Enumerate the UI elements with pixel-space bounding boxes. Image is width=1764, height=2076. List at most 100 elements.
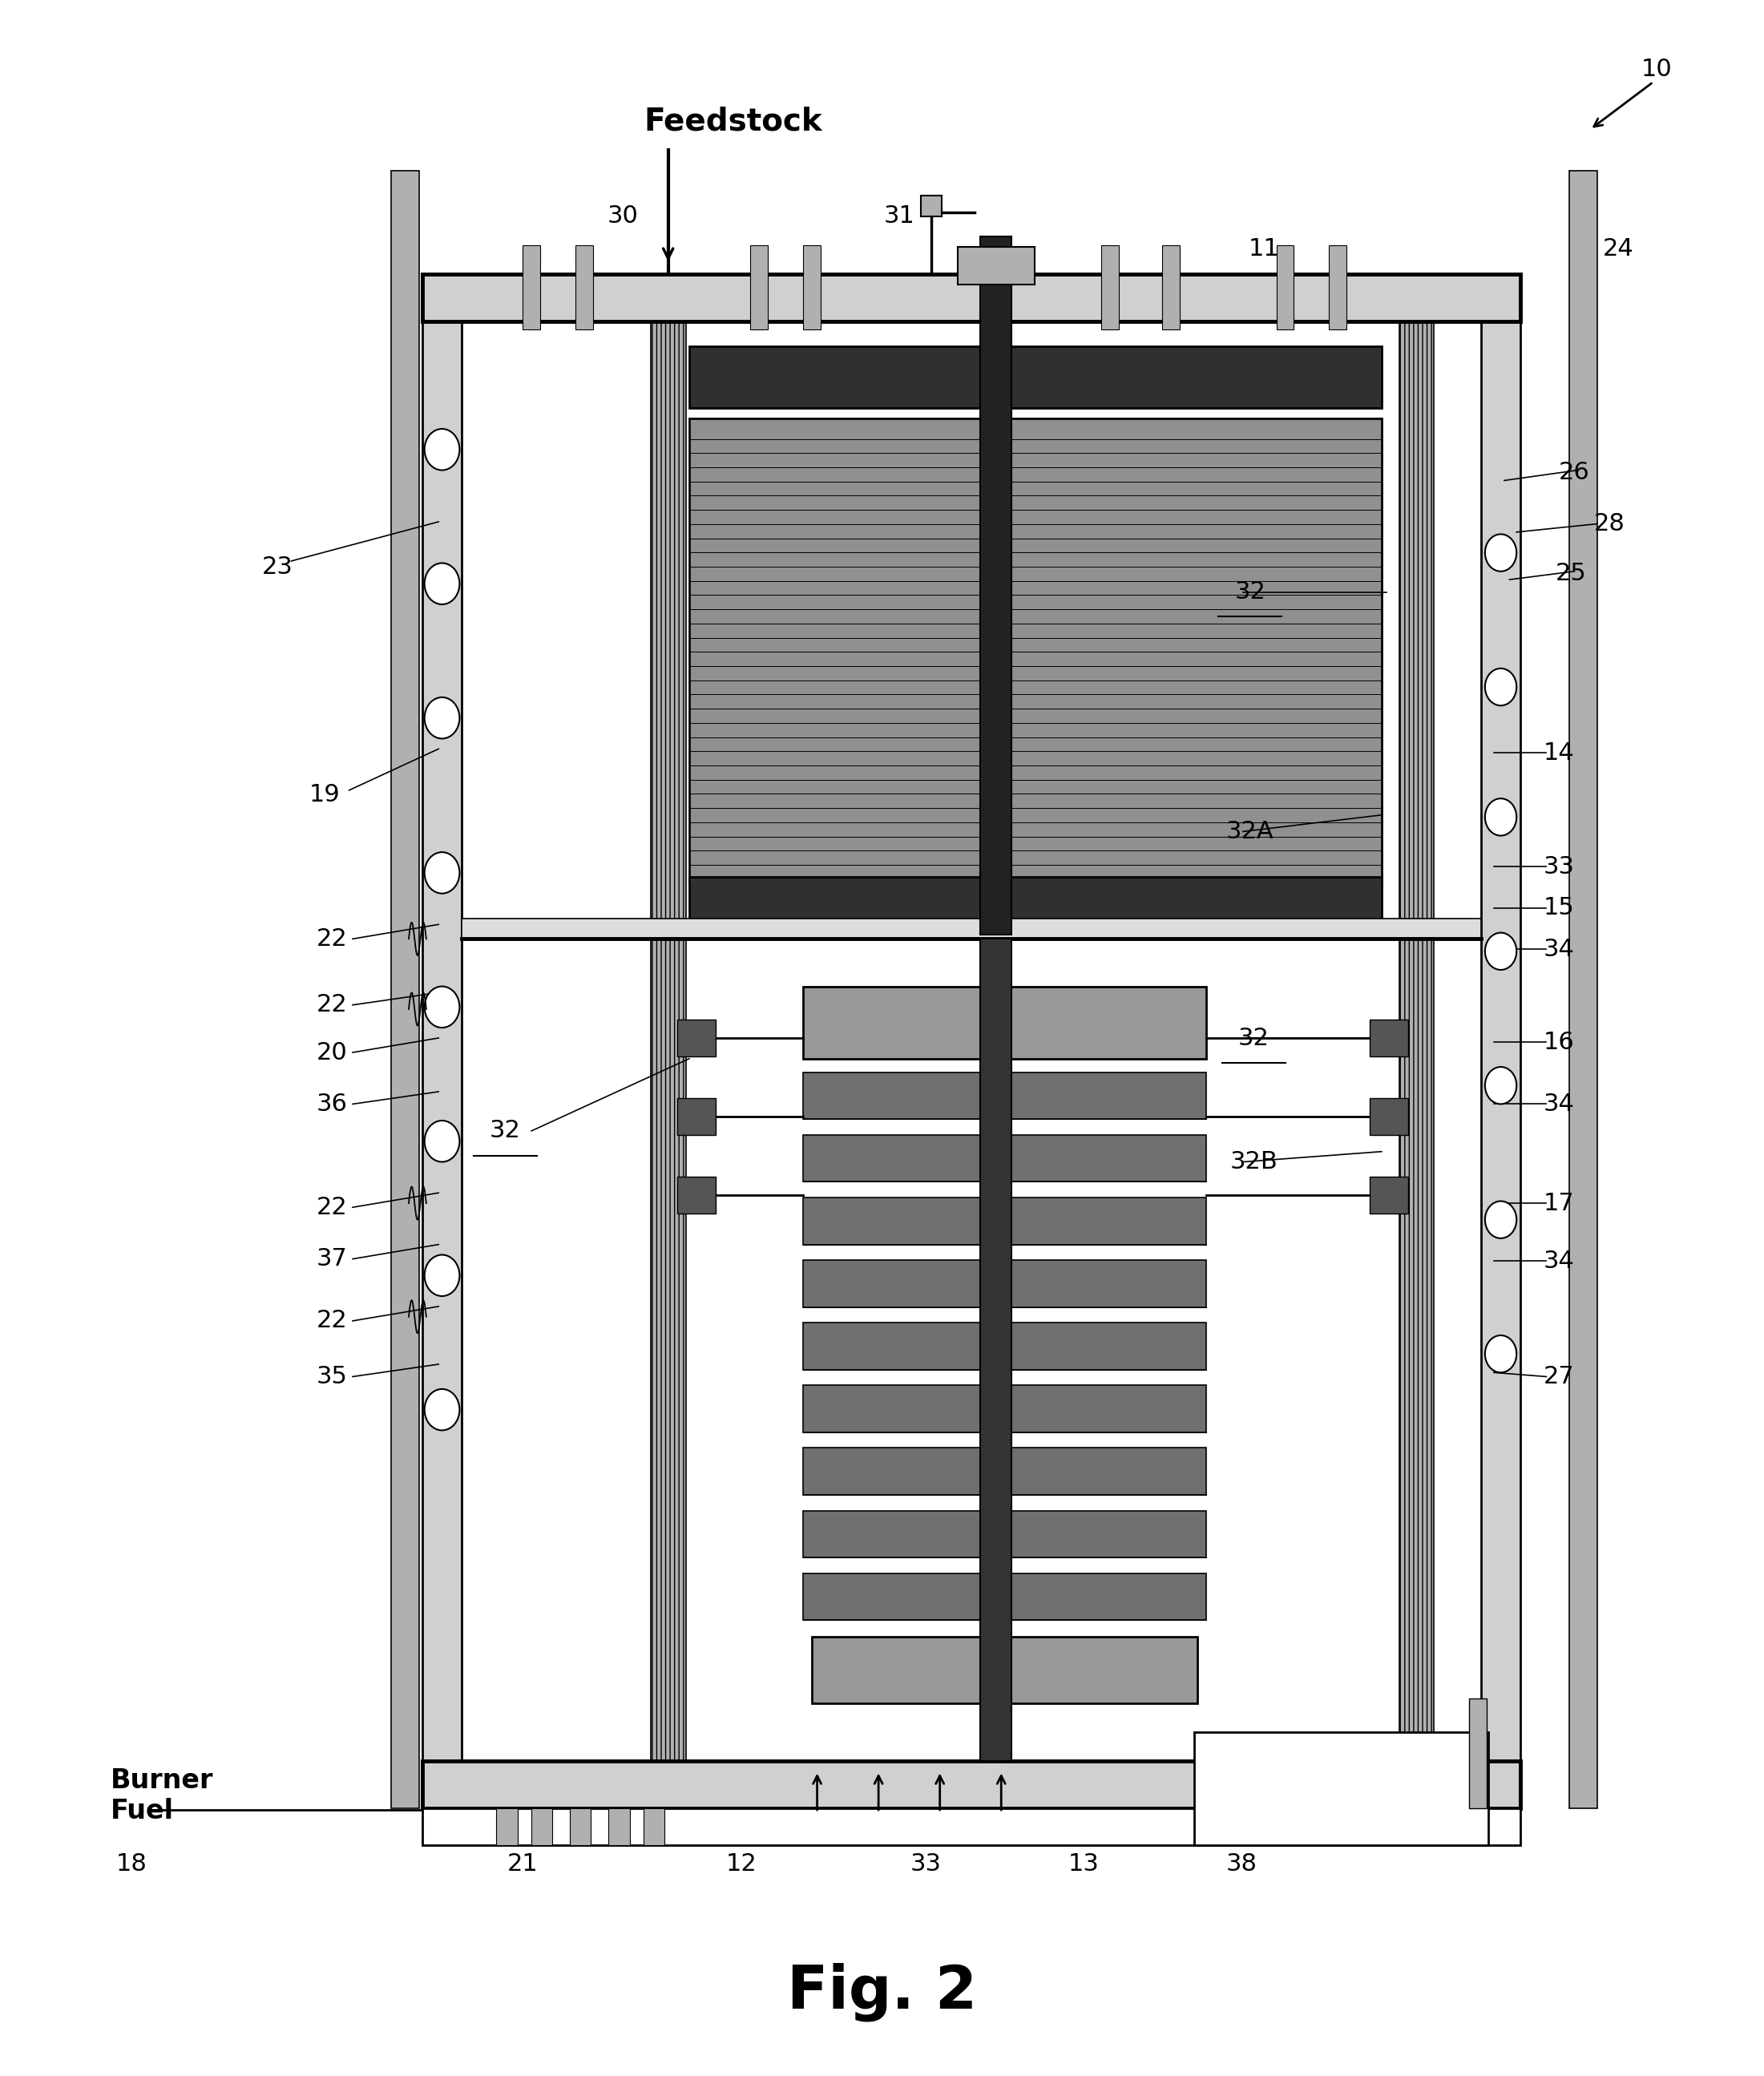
Bar (811, 1636, 1198, 1702)
Bar (677, 1019, 716, 1057)
Circle shape (1485, 799, 1517, 837)
Bar (803, 1574, 1207, 1619)
Bar (690, 876, 1381, 934)
Text: 18: 18 (116, 1852, 148, 1875)
Bar (609, 1808, 630, 1846)
Bar (1328, 245, 1346, 330)
Text: 23: 23 (261, 556, 293, 579)
Bar (1369, 1098, 1408, 1136)
Text: 10: 10 (1641, 58, 1672, 81)
Text: 32: 32 (1238, 1026, 1268, 1050)
Text: 13: 13 (1067, 1852, 1099, 1875)
Bar (1162, 245, 1180, 330)
Bar (803, 1198, 1207, 1244)
Bar (750, 245, 767, 330)
Text: Burner
Fuel: Burner Fuel (111, 1767, 213, 1825)
Text: 36: 36 (316, 1092, 348, 1115)
Text: 22: 22 (316, 1310, 348, 1333)
Text: 14: 14 (1544, 741, 1573, 764)
Bar (1469, 1698, 1487, 1808)
Text: 37: 37 (316, 1248, 348, 1271)
Bar (803, 1511, 1207, 1557)
Text: 25: 25 (1556, 563, 1586, 585)
Circle shape (1485, 534, 1517, 571)
Bar (423, 274, 1521, 322)
Bar (522, 245, 540, 330)
Text: 11: 11 (1249, 237, 1279, 262)
Text: 22: 22 (316, 1196, 348, 1219)
Text: 26: 26 (1559, 461, 1589, 484)
Bar (981, 237, 1013, 934)
Text: 27: 27 (1544, 1366, 1573, 1389)
Circle shape (1485, 1067, 1517, 1104)
Text: 24: 24 (1603, 237, 1633, 262)
Circle shape (425, 851, 460, 893)
Bar (1482, 322, 1521, 1760)
Text: Feedstock: Feedstock (644, 106, 822, 137)
Bar (644, 1808, 665, 1846)
Bar (496, 1808, 517, 1846)
Bar (1194, 1731, 1489, 1846)
Text: 32: 32 (1235, 581, 1267, 604)
Circle shape (425, 986, 460, 1028)
Bar (803, 1136, 1207, 1181)
Bar (1399, 322, 1434, 1760)
Text: 33: 33 (910, 1852, 942, 1875)
Text: 16: 16 (1544, 1030, 1573, 1055)
Text: 22: 22 (316, 928, 348, 951)
Text: 34: 34 (1544, 1092, 1573, 1115)
Text: 32A: 32A (1226, 820, 1274, 843)
Circle shape (425, 430, 460, 469)
Bar (1369, 1177, 1408, 1214)
Bar (690, 419, 1381, 882)
Text: 12: 12 (727, 1852, 757, 1875)
Bar (1369, 1019, 1408, 1057)
Text: 38: 38 (1226, 1852, 1258, 1875)
Bar (803, 1071, 1207, 1119)
Bar (423, 1808, 1521, 1846)
Bar (423, 1760, 1521, 1808)
Text: 34: 34 (1544, 938, 1573, 961)
Circle shape (425, 1389, 460, 1430)
Text: 21: 21 (506, 1852, 538, 1875)
Circle shape (425, 1121, 460, 1163)
Bar (803, 986, 1207, 1059)
Bar (677, 1098, 716, 1136)
Text: Fig. 2: Fig. 2 (787, 1962, 977, 2022)
Text: 34: 34 (1544, 1250, 1573, 1273)
Circle shape (425, 698, 460, 739)
Bar (1277, 245, 1295, 330)
Bar (423, 322, 462, 1760)
Bar (690, 347, 1381, 409)
Bar (570, 1808, 591, 1846)
Bar (651, 322, 686, 1760)
Bar (677, 1177, 716, 1214)
Bar (392, 170, 420, 1808)
Bar (803, 245, 820, 330)
Text: 32: 32 (490, 1119, 520, 1142)
Text: 33: 33 (1544, 855, 1573, 878)
Bar (575, 245, 593, 330)
Text: 15: 15 (1544, 897, 1573, 920)
Bar (921, 195, 942, 216)
Circle shape (1485, 668, 1517, 706)
Circle shape (425, 563, 460, 604)
Circle shape (1485, 1335, 1517, 1372)
Text: 32B: 32B (1230, 1150, 1277, 1173)
Circle shape (425, 1254, 460, 1295)
Bar (981, 938, 1013, 1760)
Bar (1570, 170, 1596, 1808)
Text: 28: 28 (1595, 513, 1625, 536)
Text: 35: 35 (316, 1366, 348, 1389)
Text: 30: 30 (607, 206, 639, 228)
Circle shape (1485, 932, 1517, 969)
Bar (1101, 245, 1118, 330)
Bar (803, 1447, 1207, 1495)
Text: 20: 20 (316, 1040, 348, 1065)
Text: 17: 17 (1544, 1192, 1573, 1214)
Text: 31: 31 (884, 206, 916, 228)
Bar (958, 247, 1034, 284)
Bar (803, 1322, 1207, 1370)
Text: 19: 19 (309, 783, 340, 805)
Text: 22: 22 (316, 992, 348, 1017)
